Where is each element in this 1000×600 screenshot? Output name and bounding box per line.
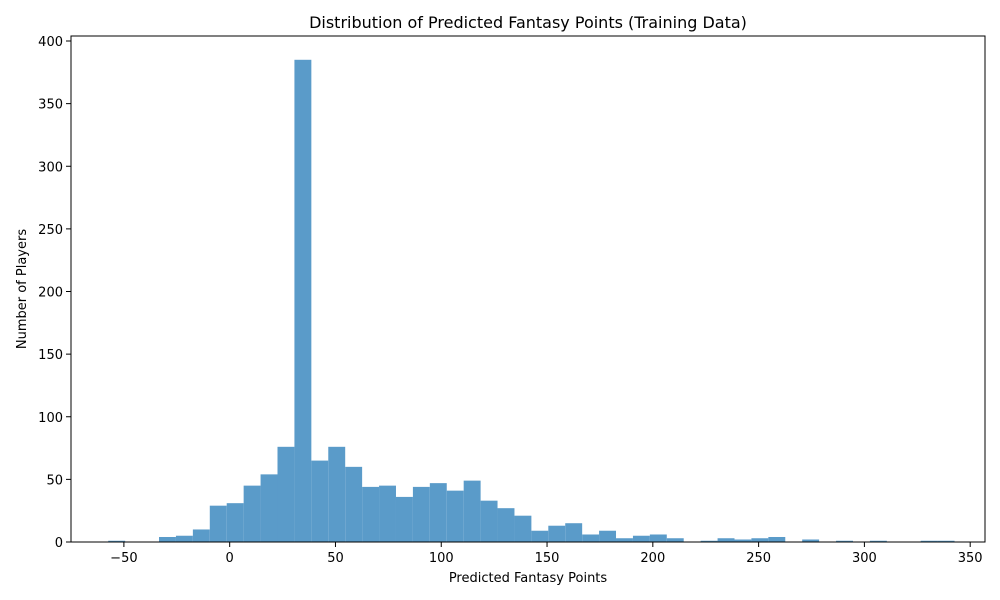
y-tick-label: 200 [38, 286, 63, 301]
x-axis-ticks: −50 0 50 100 150 200 250 300 350 [110, 542, 983, 566]
y-tick-label: 100 [38, 411, 63, 426]
histogram-bar-18 [446, 490, 464, 542]
histogram-bar-17 [429, 483, 447, 542]
histogram-bar-3 [192, 529, 210, 542]
histogram-bar-37 [802, 539, 820, 542]
x-tick-label: 0 [226, 551, 234, 566]
histogram-bar-40 [920, 540, 938, 542]
histogram-bar-29 [632, 535, 650, 542]
x-tick-label: 300 [852, 551, 877, 566]
histogram-bar-8 [277, 446, 295, 542]
histogram-bar-2 [175, 535, 193, 542]
x-tick-label: −50 [110, 551, 137, 566]
y-tick-label: 250 [38, 223, 63, 238]
histogram-bar-31 [666, 538, 684, 542]
histogram-bar-28 [616, 538, 633, 542]
histogram-bar-14 [379, 485, 396, 542]
histogram-bar-13 [362, 486, 380, 542]
plot-frame [70, 35, 986, 543]
histogram-bar-20 [480, 500, 498, 542]
histogram-bar-25 [565, 523, 583, 542]
histogram-bar-27 [599, 530, 617, 542]
histogram-bar-16 [412, 486, 430, 542]
histogram-bar-0 [108, 540, 126, 542]
histogram-bar-23 [531, 530, 549, 542]
y-axis-ticks: 0 50 100 150 200 250 300 350 400 [38, 35, 71, 551]
bars-group [108, 59, 955, 543]
histogram-bar-38 [836, 540, 853, 542]
histogram-bar-34 [734, 539, 752, 542]
histogram-bar-22 [514, 515, 532, 542]
histogram-bar-7 [260, 474, 278, 542]
histogram-bar-30 [649, 534, 667, 542]
histogram-bar-1 [159, 536, 176, 542]
histogram-bar-11 [328, 446, 346, 542]
histogram-bar-41 [937, 540, 955, 542]
histogram-bar-39 [869, 540, 887, 542]
histogram-bar-9 [294, 59, 312, 543]
histogram-bar-26 [582, 534, 600, 542]
histogram-bar-15 [395, 496, 413, 542]
x-tick-label: 150 [535, 551, 560, 566]
x-tick-label: 200 [640, 551, 665, 566]
histogram-bar-12 [345, 466, 363, 542]
histogram-bar-36 [768, 536, 786, 542]
y-axis-label: Number of Players [15, 229, 30, 349]
histogram-bar-33 [717, 538, 735, 542]
y-tick-label: 0 [55, 536, 63, 551]
histogram-bar-32 [700, 540, 718, 542]
x-tick-label: 250 [746, 551, 771, 566]
histogram-bar-5 [226, 503, 244, 542]
histogram-bar-21 [497, 508, 515, 542]
x-tick-label: 100 [429, 551, 454, 566]
y-tick-label: 350 [38, 98, 63, 113]
y-tick-label: 300 [38, 160, 63, 175]
histogram-bar-19 [463, 480, 481, 542]
x-tick-label: 50 [327, 551, 344, 566]
chart-title: Distribution of Predicted Fantasy Points… [309, 13, 747, 32]
histogram-bar-4 [209, 505, 227, 542]
y-tick-label: 50 [46, 473, 63, 488]
histogram-bar-10 [311, 460, 329, 542]
histogram-bar-35 [751, 538, 769, 542]
histogram-bar-6 [243, 485, 261, 542]
histogram-bar-24 [548, 525, 566, 542]
x-tick-label: 350 [958, 551, 983, 566]
y-tick-label: 150 [38, 348, 63, 363]
y-tick-label: 400 [38, 35, 63, 50]
x-axis-label: Predicted Fantasy Points [449, 571, 608, 586]
